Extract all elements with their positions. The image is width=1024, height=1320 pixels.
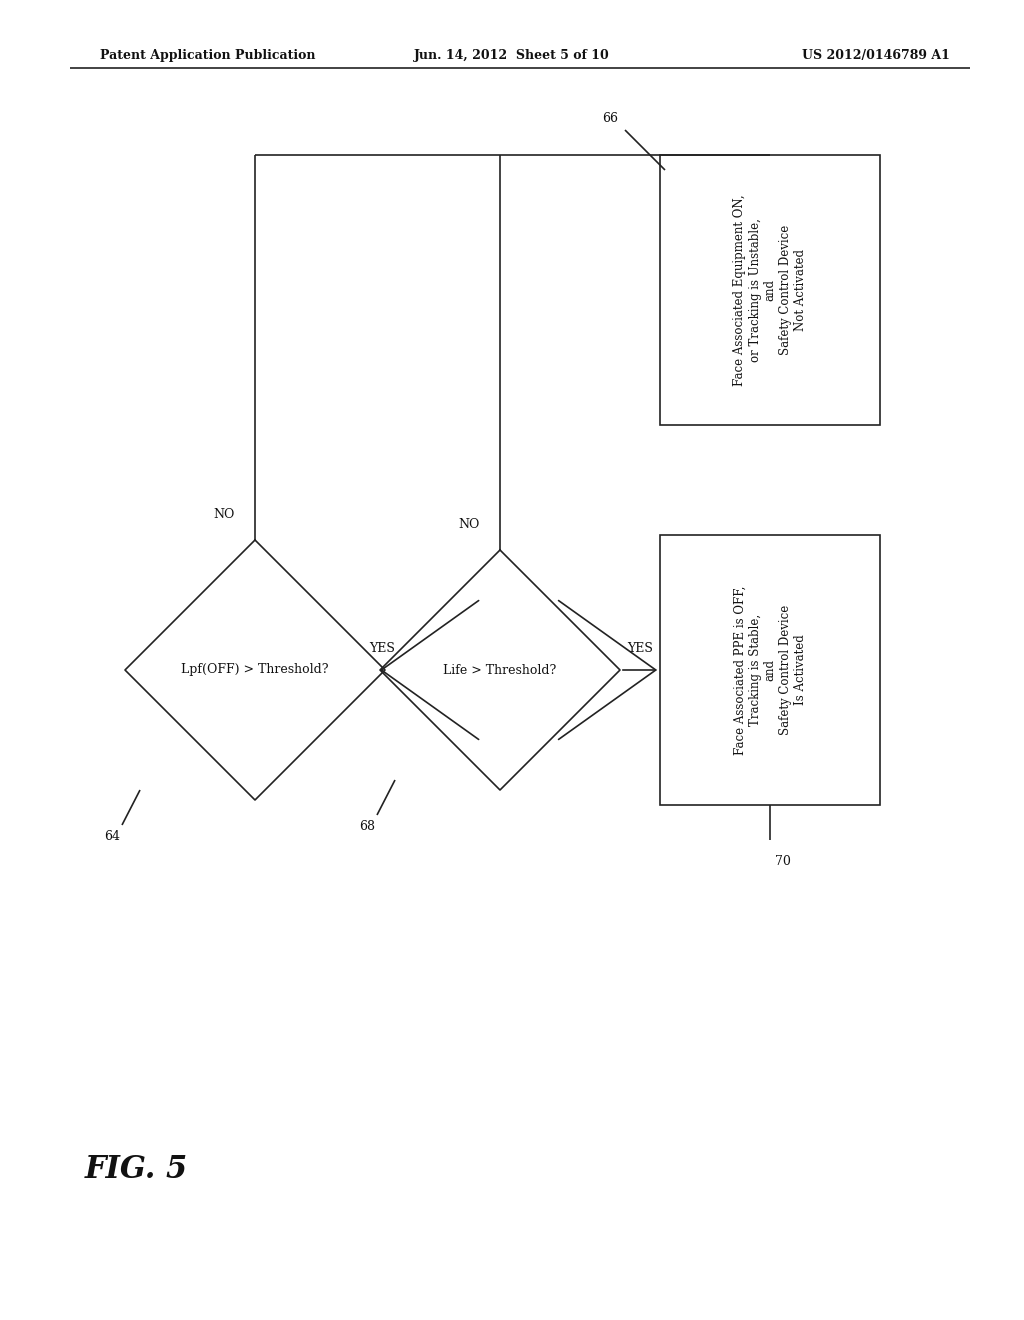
Text: Life > Threshold?: Life > Threshold? xyxy=(443,664,557,676)
Text: NO: NO xyxy=(214,508,234,521)
Text: 68: 68 xyxy=(359,820,375,833)
Text: Patent Application Publication: Patent Application Publication xyxy=(100,49,315,62)
Text: 70: 70 xyxy=(775,855,791,869)
Text: YES: YES xyxy=(627,642,653,655)
Text: NO: NO xyxy=(459,519,480,532)
Text: 66: 66 xyxy=(602,112,618,125)
Bar xyxy=(660,154,880,425)
Text: FIG. 5: FIG. 5 xyxy=(85,1155,188,1185)
Text: YES: YES xyxy=(370,642,395,655)
Text: 64: 64 xyxy=(104,830,120,843)
Text: Lpf(OFF) > Threshold?: Lpf(OFF) > Threshold? xyxy=(181,664,329,676)
Text: Jun. 14, 2012  Sheet 5 of 10: Jun. 14, 2012 Sheet 5 of 10 xyxy=(414,49,610,62)
Text: Face Associated PPE is OFF,
Tracking is Stable,
and
Safety Control Device
Is Act: Face Associated PPE is OFF, Tracking is … xyxy=(733,585,807,755)
Text: Face Associated Equipment ON,
or Tracking is Unstable,
and
Safety Control Device: Face Associated Equipment ON, or Trackin… xyxy=(733,194,807,385)
Text: US 2012/0146789 A1: US 2012/0146789 A1 xyxy=(802,49,950,62)
Bar xyxy=(660,535,880,805)
